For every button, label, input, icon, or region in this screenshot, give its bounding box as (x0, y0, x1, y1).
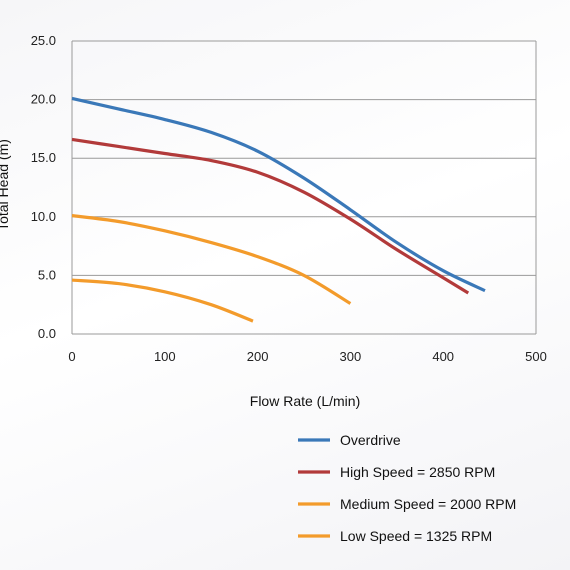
legend-label-low-speed: Low Speed = 1325 RPM (340, 528, 492, 544)
y-tick-label: 5.0 (38, 267, 56, 282)
x-axis-title: Flow Rate (L/min) (250, 393, 360, 409)
legend-label-high-speed: High Speed = 2850 RPM (340, 464, 495, 480)
x-tick-label: 0 (68, 349, 75, 364)
x-tick-label: 300 (340, 349, 362, 364)
y-tick-label: 25.0 (31, 33, 56, 48)
series-line-overdrive (71, 96, 486, 293)
series-line-low-speed (71, 278, 254, 323)
legend-label-medium-speed: Medium Speed = 2000 RPM (340, 496, 516, 512)
y-tick-label: 0.0 (38, 326, 56, 341)
x-axis-ticks: 0 100 200 300 400 500 (68, 349, 546, 364)
legend: Overdrive High Speed = 2850 RPM Medium Spe… (298, 432, 516, 544)
y-tick-label: 15.0 (31, 150, 56, 165)
legend-label-overdrive: Overdrive (340, 432, 401, 448)
x-tick-label: 400 (432, 349, 454, 364)
series-line-high-speed (71, 137, 470, 295)
x-tick-label: 100 (154, 349, 176, 364)
y-axis-title: Total Head (m) (0, 139, 11, 231)
y-tick-label: 10.0 (31, 209, 56, 224)
plot-frame (71, 41, 537, 334)
x-tick-label: 500 (525, 349, 547, 364)
x-tick-label: 200 (247, 349, 269, 364)
grid-lines (72, 40, 536, 335)
y-axis-ticks: 0.0 5.0 10.0 15.0 20.0 25.0 (31, 33, 56, 341)
y-tick-label: 20.0 (31, 92, 56, 107)
series-lines (71, 96, 486, 323)
series-line-medium-speed (71, 214, 352, 305)
